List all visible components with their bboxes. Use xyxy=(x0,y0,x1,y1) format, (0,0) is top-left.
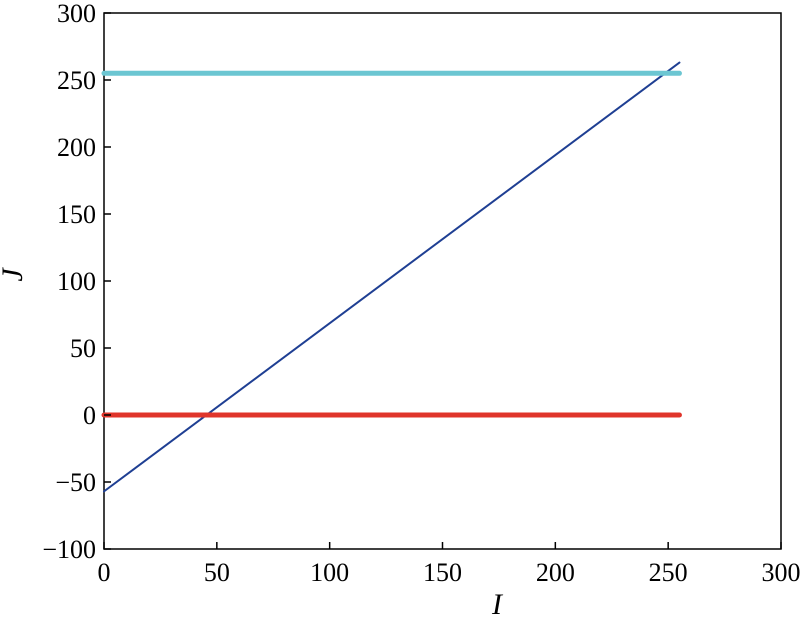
x-tick-label: 50 xyxy=(204,558,230,587)
plot-frame xyxy=(103,12,782,550)
tick-layer: 0 50 100 150 200 250 300 −100 −50 0 50 100 150 200 250… xyxy=(42,0,800,587)
x-tick-label: 0 xyxy=(98,558,111,587)
y-tick-label: 50 xyxy=(70,334,96,363)
y-axis-label: J xyxy=(0,267,29,282)
y-tick-label: −50 xyxy=(55,468,96,497)
x-tick-label: 300 xyxy=(762,558,800,587)
y-tick-label: −100 xyxy=(42,535,96,564)
y-tick-label: 100 xyxy=(57,267,96,296)
x-tick-label: 250 xyxy=(649,558,688,587)
diagonal-series-line xyxy=(103,61,681,493)
x-tick-label: 200 xyxy=(536,558,575,587)
series-layer xyxy=(101,61,682,493)
y-tick-label: 150 xyxy=(57,200,96,229)
y-tick-label: 0 xyxy=(83,401,96,430)
y-tick-label: 250 xyxy=(57,66,96,95)
y-tick-label: 200 xyxy=(57,133,96,162)
plot-area xyxy=(103,12,782,550)
y-tick-label: 300 xyxy=(57,0,96,28)
x-tick-label: 100 xyxy=(310,558,349,587)
x-axis-label: I xyxy=(491,588,504,621)
x-tick-label: 150 xyxy=(423,558,462,587)
